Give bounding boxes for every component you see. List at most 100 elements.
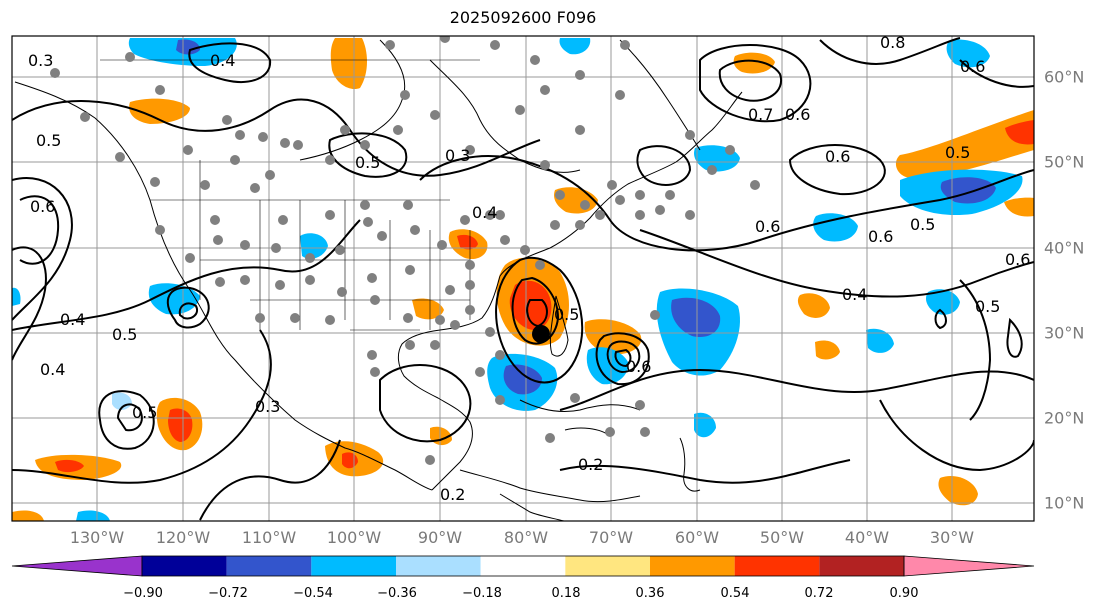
strong-positive-anomaly-area <box>168 408 193 442</box>
positive-anomaly-area <box>330 38 367 90</box>
positive-anomaly-area <box>12 510 44 521</box>
positive-anomaly-area <box>129 98 190 124</box>
contour-label: 0.6 <box>755 217 780 236</box>
positive-anomaly-area <box>797 293 830 318</box>
contour-label: 0.6 <box>825 147 850 166</box>
contour-label: 0.4 <box>40 360 65 379</box>
colorbar-tick-label: 0.90 <box>889 586 919 601</box>
contour-lines <box>12 37 1034 521</box>
lat-label: 50°N <box>1044 152 1085 172</box>
positive-anomaly-area <box>584 319 642 355</box>
lon-label: 120°W <box>155 528 211 547</box>
contour-label: 0.5 <box>910 215 935 234</box>
colorbar-segment <box>819 556 904 576</box>
colorbar-segment <box>311 556 396 576</box>
positive-anomaly-area <box>733 52 775 74</box>
coastlines <box>14 39 743 521</box>
colorbar-segment <box>226 556 312 576</box>
negative-anomaly-area <box>148 283 200 315</box>
colorbar-segment <box>142 556 227 576</box>
contour-label: 0.5 <box>36 131 61 150</box>
lon-label: 110°W <box>241 528 297 547</box>
positive-anomaly-area <box>815 340 840 360</box>
colorbar-segment <box>650 556 735 576</box>
strong-negative-anomaly-area <box>503 364 542 395</box>
colorbar-tick-label: 0.72 <box>804 586 834 601</box>
contour-label: 0.3 <box>445 146 470 165</box>
colorbar-tick-label: −0.54 <box>293 586 333 601</box>
negative-anomaly-area <box>866 328 894 353</box>
lon-label: 30°W <box>929 528 975 547</box>
colorbar-segment <box>396 556 481 576</box>
contour-label: 0.3 <box>28 51 53 70</box>
negative-anomaly-area <box>76 510 110 521</box>
colorbar-tick-label: 0.18 <box>551 586 581 601</box>
positive-anomaly-area <box>412 298 444 320</box>
contour-label: 0.4 <box>60 310 85 329</box>
colorbar-segment <box>565 556 650 576</box>
contour-label: 0.6 <box>960 57 985 76</box>
station-dots <box>50 36 760 465</box>
strong-positive-anomaly-area <box>457 234 478 250</box>
colorbar-tick-label: 0.54 <box>720 586 750 601</box>
contour-label: 0.6 <box>785 105 810 124</box>
colorbar-tick-label: −0.72 <box>208 586 248 601</box>
colorbar <box>11 555 1035 577</box>
contour-label: 0.2 <box>440 485 465 504</box>
strong-positive-anomaly-area <box>509 280 552 330</box>
colorbar-tick-label: −0.90 <box>123 586 163 601</box>
contour-label: 0.5 <box>975 297 1000 316</box>
contour-label: 0.5 <box>945 143 970 162</box>
colorbar-segment <box>480 556 566 576</box>
strong-negative-anomaly-area <box>671 297 721 338</box>
lon-label: 80°W <box>503 528 549 547</box>
contour-label: 0.6 <box>868 227 893 246</box>
colorbar-frame <box>141 555 905 577</box>
negative-anomaly-area <box>559 38 591 55</box>
lat-label: 10°N <box>1044 493 1085 513</box>
contour-label: 0.2 <box>578 455 603 474</box>
contour-label: 0.5 <box>132 403 157 422</box>
positive-anomaly-area <box>938 475 978 506</box>
contour-label: 0.3 <box>255 397 280 416</box>
lon-label: 100°W <box>326 528 382 547</box>
storm-center-marker <box>532 325 550 343</box>
contour-label: 0.5 <box>112 325 137 344</box>
positive-anomaly-area <box>1004 197 1034 217</box>
strong-positive-anomaly-area <box>55 459 84 473</box>
negative-anomaly-area <box>694 412 716 438</box>
lat-label: 30°N <box>1044 323 1085 343</box>
lon-label: 60°W <box>674 528 720 547</box>
contour-label: 0.4 <box>472 203 497 222</box>
contour-label: 0.4 <box>842 285 867 304</box>
graticule <box>12 36 1034 521</box>
colorbar-tick-label: 0.36 <box>635 586 665 601</box>
lon-label: 50°W <box>759 528 805 547</box>
map-title: 2025092600 F096 <box>449 8 597 27</box>
contour-label: 0.6 <box>30 197 55 216</box>
negative-anomaly-area <box>813 213 858 242</box>
colorbar-tick-label: −0.36 <box>377 586 417 601</box>
contour-label: 0.5 <box>355 153 380 172</box>
contour-label: 0.5 <box>554 305 579 324</box>
negative-anomaly-area <box>12 287 21 306</box>
colorbar-segment <box>734 556 820 576</box>
contour-label: 0.8 <box>880 33 905 52</box>
colorbar-extend-high <box>903 555 1035 577</box>
contour-labels: 0.3 0.4 0.5 0.6 0.4 0.5 0.3 0.6 0.7 0.6 … <box>28 33 1030 504</box>
colorbar-extend-low <box>11 555 143 577</box>
lon-label: 130°W <box>69 528 125 547</box>
map-content: 0.3 0.4 0.5 0.6 0.4 0.5 0.3 0.6 0.7 0.6 … <box>12 33 1034 521</box>
strong-negative-anomaly-area <box>176 39 200 55</box>
lon-label: 40°W <box>844 528 890 547</box>
lon-label: 70°W <box>588 528 634 547</box>
map-frame <box>11 35 1035 522</box>
colorbar-tick-label: −0.18 <box>462 586 502 601</box>
lat-label: 20°N <box>1044 408 1085 428</box>
lat-label: 60°N <box>1044 67 1085 87</box>
contour-label: 0.4 <box>210 51 235 70</box>
contour-label: 0.7 <box>748 105 773 124</box>
contour-label: 0.6 <box>1005 250 1030 269</box>
strong-positive-anomaly-area <box>1005 120 1034 145</box>
